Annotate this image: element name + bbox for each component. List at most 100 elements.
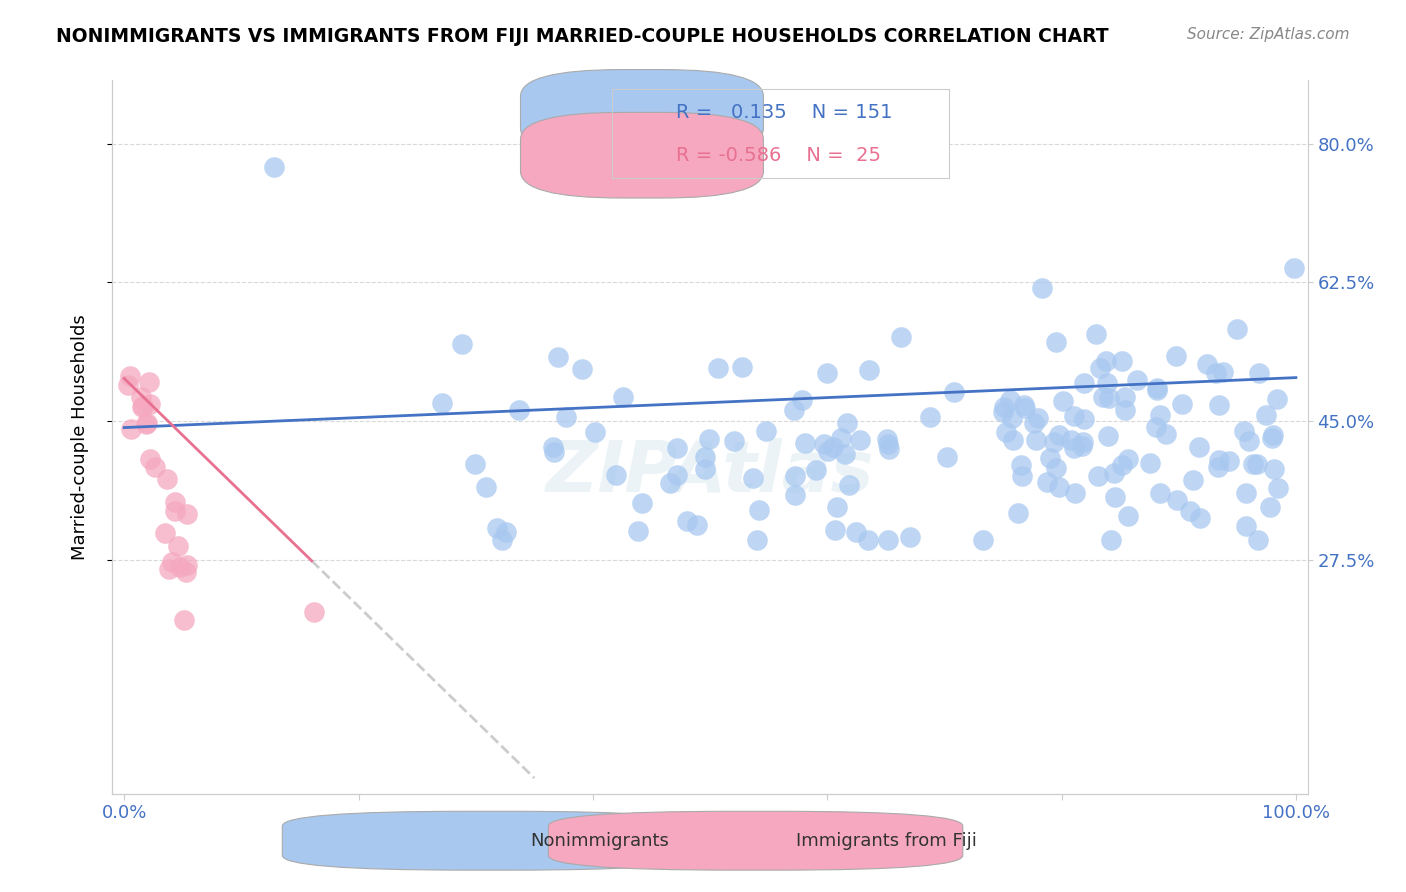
- Point: [723, 434, 745, 449]
- Point: [1084, 327, 1107, 342]
- Point: [1182, 473, 1205, 487]
- Point: [1073, 412, 1095, 426]
- Point: [1047, 428, 1070, 442]
- Point: [1063, 441, 1085, 455]
- Point: [1036, 475, 1059, 490]
- Point: [131, 401, 153, 415]
- Text: ZIPAtlas: ZIPAtlas: [546, 438, 875, 508]
- Point: [813, 436, 835, 450]
- Point: [1092, 390, 1115, 404]
- Point: [1205, 366, 1227, 380]
- Point: [659, 475, 682, 490]
- FancyBboxPatch shape: [520, 70, 763, 155]
- Point: [1282, 260, 1305, 275]
- Point: [877, 442, 900, 456]
- Point: [1060, 433, 1083, 447]
- Point: [176, 508, 198, 522]
- Point: [135, 417, 157, 431]
- Point: [693, 450, 716, 464]
- Point: [1047, 480, 1070, 494]
- Point: [136, 417, 159, 431]
- Point: [1001, 410, 1024, 425]
- Point: [1102, 466, 1125, 480]
- Point: [430, 395, 453, 409]
- FancyBboxPatch shape: [283, 812, 697, 871]
- Point: [998, 393, 1021, 408]
- Point: [824, 523, 846, 537]
- Point: [1237, 434, 1260, 449]
- Point: [1164, 349, 1187, 363]
- Point: [547, 351, 569, 365]
- Point: [132, 399, 155, 413]
- Point: [837, 416, 859, 430]
- Point: [263, 161, 285, 175]
- Point: [731, 360, 754, 375]
- Point: [1149, 486, 1171, 500]
- Point: [1064, 485, 1087, 500]
- Point: [1170, 397, 1192, 411]
- Point: [972, 533, 994, 548]
- Point: [783, 403, 806, 417]
- Point: [555, 409, 578, 424]
- Point: [1154, 427, 1177, 442]
- Point: [1258, 500, 1281, 515]
- Point: [804, 463, 827, 477]
- Point: [1007, 506, 1029, 520]
- Point: [1073, 376, 1095, 391]
- Point: [995, 425, 1018, 439]
- Point: [858, 362, 880, 376]
- Point: [139, 397, 162, 411]
- Point: [748, 503, 770, 517]
- Point: [630, 496, 652, 510]
- Point: [876, 437, 898, 451]
- Point: [1263, 427, 1285, 442]
- Text: R =   0.135    N = 151: R = 0.135 N = 151: [676, 103, 893, 122]
- Point: [173, 613, 195, 627]
- Point: [856, 533, 879, 548]
- Text: Source: ZipAtlas.com: Source: ZipAtlas.com: [1187, 27, 1350, 42]
- Point: [1001, 433, 1024, 447]
- Point: [485, 520, 508, 534]
- Point: [790, 392, 813, 407]
- Point: [1095, 354, 1118, 368]
- Point: [1116, 509, 1139, 524]
- Point: [1026, 411, 1049, 425]
- Point: [1261, 431, 1284, 445]
- Point: [1014, 401, 1036, 415]
- Point: [165, 504, 187, 518]
- Point: [890, 330, 912, 344]
- Point: [605, 467, 627, 482]
- Point: [785, 488, 807, 502]
- Point: [491, 533, 513, 548]
- Text: Nonimmigrants: Nonimmigrants: [530, 831, 669, 850]
- Point: [464, 457, 486, 471]
- Point: [785, 468, 807, 483]
- Point: [1063, 409, 1085, 424]
- Point: [1012, 398, 1035, 412]
- Point: [1111, 458, 1133, 472]
- Point: [1188, 510, 1211, 524]
- Point: [1095, 376, 1118, 391]
- Point: [794, 436, 817, 450]
- Point: [920, 410, 942, 425]
- Point: [1010, 458, 1032, 472]
- Point: [495, 525, 517, 540]
- Point: [1212, 365, 1234, 379]
- Point: [302, 605, 325, 619]
- Point: [1126, 373, 1149, 387]
- Point: [1247, 533, 1270, 548]
- Point: [1263, 462, 1285, 476]
- Point: [823, 440, 845, 454]
- Point: [138, 452, 160, 467]
- Point: [1233, 424, 1256, 438]
- Point: [1088, 360, 1111, 375]
- Point: [450, 336, 472, 351]
- Point: [138, 376, 160, 390]
- Point: [174, 565, 197, 579]
- Point: [1234, 486, 1257, 500]
- Point: [1254, 408, 1277, 422]
- Point: [1045, 461, 1067, 475]
- Point: [1071, 439, 1094, 453]
- Point: [1234, 519, 1257, 533]
- Point: [156, 472, 179, 486]
